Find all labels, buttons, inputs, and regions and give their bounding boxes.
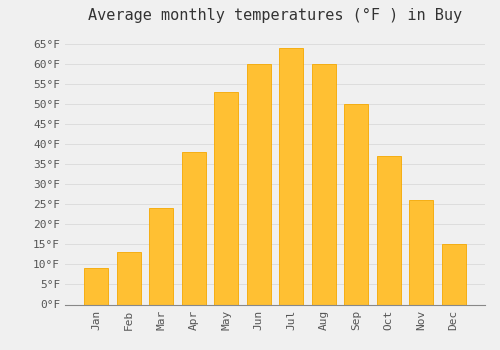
Bar xyxy=(84,268,108,304)
Bar xyxy=(312,64,336,304)
Bar xyxy=(409,200,434,304)
Bar xyxy=(214,92,238,304)
Bar xyxy=(376,156,401,304)
Bar xyxy=(344,104,368,304)
Bar xyxy=(279,48,303,304)
Bar xyxy=(442,244,466,304)
Bar xyxy=(182,152,206,304)
Bar xyxy=(246,64,271,304)
Bar xyxy=(116,252,141,304)
Title: Average monthly temperatures (°F ) in Buy: Average monthly temperatures (°F ) in Bu… xyxy=(88,8,462,23)
Bar xyxy=(149,208,174,304)
